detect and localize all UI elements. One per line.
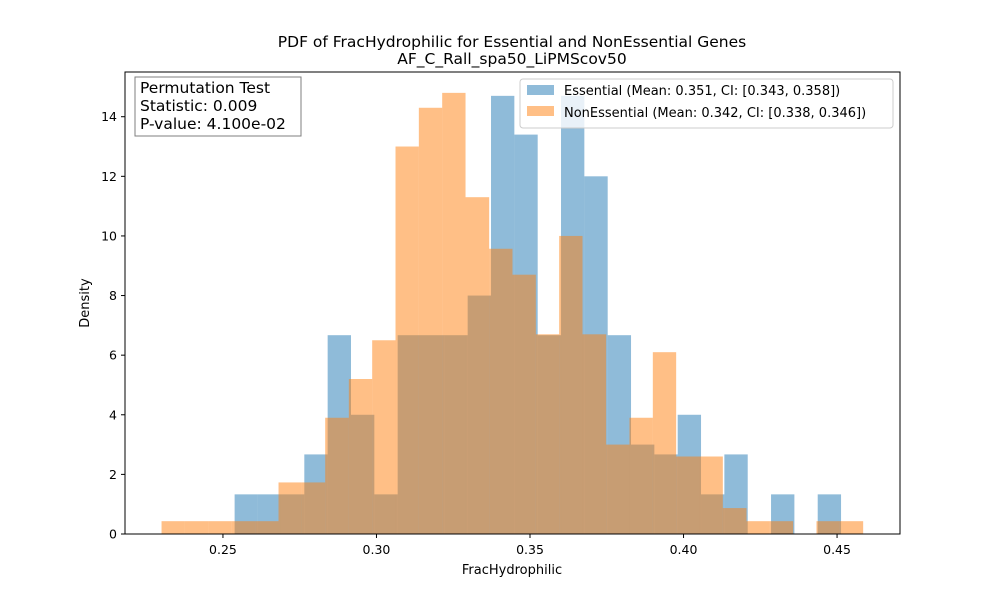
stat-annotation-title: Permutation Test <box>140 79 270 97</box>
y-axis: 0 2 4 6 8 10 12 14 <box>101 109 125 542</box>
histogram-bar-nonessential <box>395 146 419 534</box>
histogram-bar-nonessential <box>348 379 373 534</box>
plot-area-frame <box>124 71 901 535</box>
histogram-bar-nonessential <box>629 417 653 534</box>
y-tick-label: 8 <box>109 288 117 303</box>
stat-annotation-statistic: Statistic: 0.009 <box>140 97 257 115</box>
histogram-bar-nonessential <box>746 521 770 534</box>
histogram-bar-nonessential <box>512 274 536 534</box>
histogram-bar-nonessential <box>816 521 840 534</box>
legend-frame <box>519 78 894 129</box>
legend-label-essential: Essential (Mean: 0.351, CI: [0.343, 0.35… <box>564 84 840 99</box>
x-tick-label: 0.25 <box>209 542 237 557</box>
legend-swatch-essential <box>527 85 554 95</box>
histogram-bar-nonessential <box>722 508 747 534</box>
histogram-bar-nonessential <box>606 444 630 534</box>
x-tick-label: 0.45 <box>823 542 851 557</box>
histogram-bar-nonessential <box>582 334 607 534</box>
histogram-bar-nonessential <box>699 456 723 534</box>
histogram-bar-nonessential <box>161 521 185 534</box>
legend-label-nonessential: NonEssential (Mean: 0.342, CI: [0.338, 0… <box>564 106 866 121</box>
x-tick-label: 0.35 <box>516 542 544 557</box>
histogram-bar-nonessential <box>839 521 864 534</box>
histogram-bar-nonessential <box>769 521 794 534</box>
stat-annotation-box: Permutation Test Statistic: 0.009 P-valu… <box>134 76 302 137</box>
histogram-bar-nonessential <box>465 197 490 534</box>
histogram-bar-nonessential <box>442 92 466 535</box>
y-axis-label: Density <box>78 278 93 328</box>
histogram-bar-nonessential <box>231 521 256 534</box>
histogram-bar-nonessential <box>255 521 279 534</box>
histogram-bar-nonessential <box>278 482 302 534</box>
histogram-bar-nonessential <box>372 340 396 534</box>
y-tick-label: 12 <box>101 169 117 184</box>
y-tick-label: 6 <box>109 348 117 363</box>
y-tick-label: 2 <box>109 467 117 482</box>
histogram-bar-nonessential <box>489 248 513 534</box>
histogram-bar-nonessential <box>301 482 326 534</box>
nonessential-bars <box>161 92 864 535</box>
x-axis-label: FracHydrophilic <box>462 563 562 578</box>
y-tick-label: 0 <box>109 527 117 542</box>
chart-title: PDF of FracHydrophilic for Essential and… <box>278 33 746 51</box>
histogram-bar-nonessential <box>676 456 700 534</box>
histogram-bar-nonessential <box>535 334 560 534</box>
y-tick-label: 10 <box>101 228 117 243</box>
y-tick-label: 4 <box>109 407 117 422</box>
chart-subtitle: AF_C_Rall_spa50_LiPMScov50 <box>397 50 626 69</box>
legend: Essential (Mean: 0.351, CI: [0.343, 0.35… <box>519 78 894 129</box>
histogram-bar-nonessential <box>325 417 349 534</box>
stat-annotation-pvalue: P-value: 4.100e-02 <box>140 115 286 133</box>
y-tick-label: 14 <box>101 109 117 124</box>
legend-swatch-nonessential <box>527 106 554 116</box>
x-axis: 0.25 0.30 0.35 0.40 0.45 <box>209 534 851 557</box>
x-tick-label: 0.40 <box>670 542 698 557</box>
histogram-bar-nonessential <box>184 521 209 534</box>
histogram-bar-nonessential <box>559 235 583 534</box>
histogram-bar-nonessential <box>208 521 232 534</box>
x-tick-label: 0.30 <box>363 542 391 557</box>
histogram-bar-nonessential <box>652 352 677 534</box>
histogram-bar-nonessential <box>418 107 443 535</box>
